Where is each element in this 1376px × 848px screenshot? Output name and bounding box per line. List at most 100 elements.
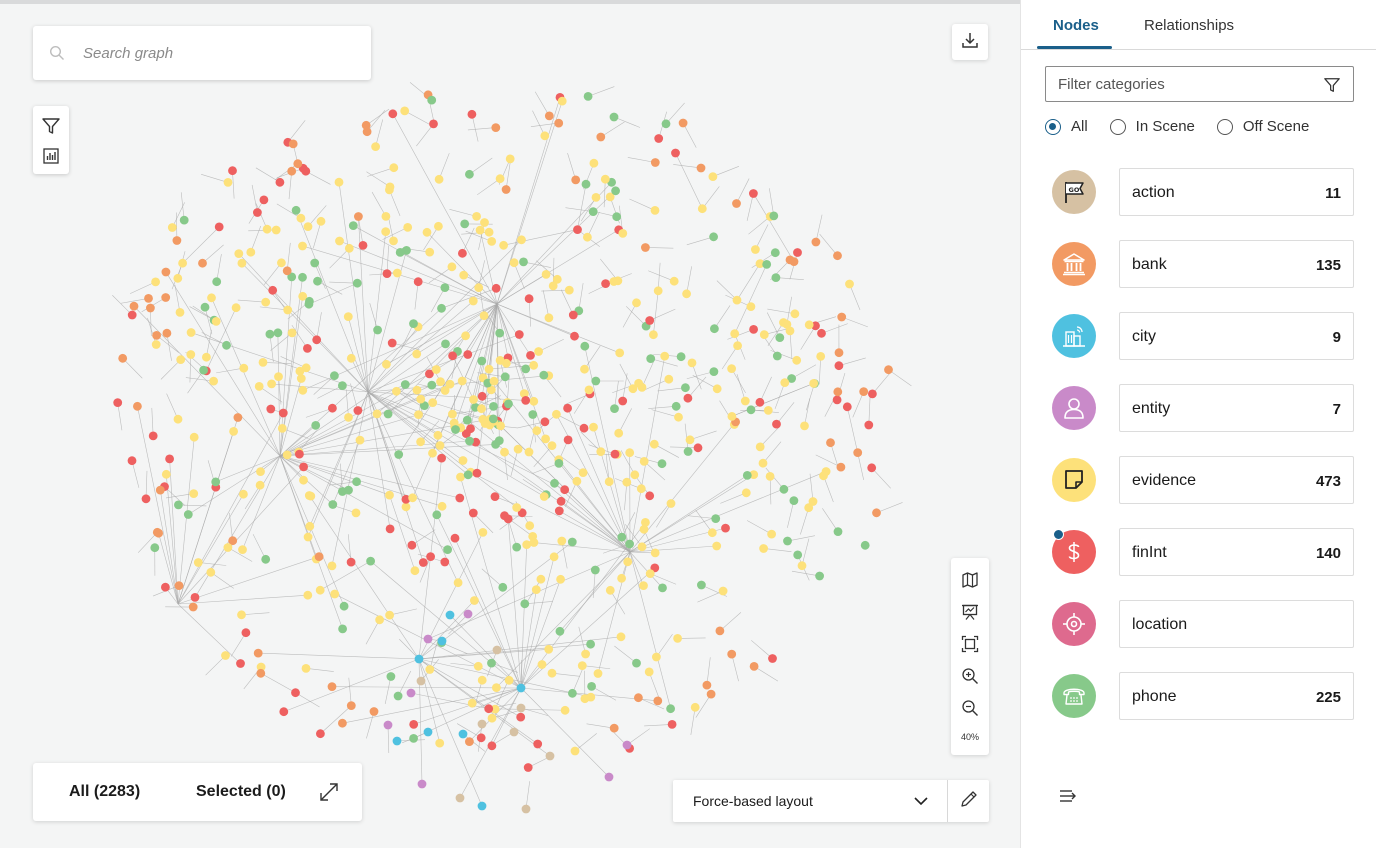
graph-node-evidence[interactable] xyxy=(484,364,494,374)
graph-node-bank[interactable] xyxy=(118,353,128,363)
graph-node-evidence[interactable] xyxy=(178,258,188,268)
graph-node-city[interactable] xyxy=(458,729,468,739)
graph-node-evidence[interactable] xyxy=(256,662,266,672)
graph-node-finInt[interactable] xyxy=(601,279,610,288)
graph-node-evidence[interactable] xyxy=(237,258,247,268)
graph-node-finInt[interactable] xyxy=(579,423,589,433)
graph-node-phone[interactable] xyxy=(400,380,410,389)
graph-node-evidence[interactable] xyxy=(495,174,505,184)
graph-node-evidence[interactable] xyxy=(649,439,659,449)
graph-node-phone[interactable] xyxy=(617,532,627,542)
graph-node-finInt[interactable] xyxy=(458,248,467,258)
graph-node-phone[interactable] xyxy=(769,211,779,221)
graph-node-evidence[interactable] xyxy=(223,178,233,187)
graph-node-evidence[interactable] xyxy=(605,192,615,202)
graph-node-phone[interactable] xyxy=(611,186,620,196)
graph-node-phone[interactable] xyxy=(174,500,183,510)
graph-node-finInt[interactable] xyxy=(463,350,473,359)
graph-node-evidence[interactable] xyxy=(513,444,523,454)
graph-node-evidence[interactable] xyxy=(445,379,455,389)
graph-node-evidence[interactable] xyxy=(505,154,515,164)
graph-node-evidence[interactable] xyxy=(193,558,203,567)
graph-node-evidence[interactable] xyxy=(650,206,660,215)
graph-node-bank[interactable] xyxy=(465,737,474,746)
graph-node-evidence[interactable] xyxy=(808,497,818,506)
graph-node-bank[interactable] xyxy=(152,331,162,340)
graph-node-evidence[interactable] xyxy=(428,448,437,458)
graph-node-evidence[interactable] xyxy=(425,665,435,674)
graph-node-phone[interactable] xyxy=(261,554,271,564)
layout-dropdown[interactable]: Force-based layout xyxy=(673,780,948,822)
graph-node-finInt[interactable] xyxy=(346,557,356,567)
graph-node-evidence[interactable] xyxy=(414,410,423,419)
graph-node-phone[interactable] xyxy=(787,374,796,383)
graph-node-bank[interactable] xyxy=(491,123,501,132)
graph-node-finInt[interactable] xyxy=(768,654,777,663)
graph-node-evidence[interactable] xyxy=(605,585,615,595)
graph-node-evidence[interactable] xyxy=(416,394,426,404)
graph-node-evidence[interactable] xyxy=(845,279,854,289)
graph-node-evidence[interactable] xyxy=(298,385,308,395)
graph-node-phone[interactable] xyxy=(775,333,785,342)
graph-node-phone[interactable] xyxy=(588,207,598,217)
graph-node-phone[interactable] xyxy=(328,500,338,509)
graph-node-evidence[interactable] xyxy=(499,240,508,250)
graph-node-phone[interactable] xyxy=(291,205,301,215)
graph-node-evidence[interactable] xyxy=(346,353,356,363)
radio-all[interactable]: All xyxy=(1045,118,1088,135)
graph-node-finInt[interactable] xyxy=(328,403,337,413)
graph-node-evidence[interactable] xyxy=(255,480,265,490)
graph-node-phone[interactable] xyxy=(554,459,564,468)
graph-node-evidence[interactable] xyxy=(639,457,649,466)
graph-node-evidence[interactable] xyxy=(448,409,457,419)
graph-node-evidence[interactable] xyxy=(189,432,199,442)
graph-node-phone[interactable] xyxy=(590,565,600,575)
graph-node-phone[interactable] xyxy=(609,112,619,122)
graph-node-evidence[interactable] xyxy=(816,352,826,361)
graph-node-finInt[interactable] xyxy=(867,463,877,473)
download-button[interactable] xyxy=(952,24,988,60)
graph-node-phone[interactable] xyxy=(386,672,396,681)
graph-node-bank[interactable] xyxy=(859,387,869,396)
graph-node-finInt[interactable] xyxy=(279,707,289,717)
graph-node-finInt[interactable] xyxy=(721,523,730,533)
graph-node-evidence[interactable] xyxy=(435,738,445,748)
graph-node-finInt[interactable] xyxy=(387,338,397,348)
graph-node-action[interactable] xyxy=(416,676,426,686)
graph-node-entity[interactable] xyxy=(423,634,433,644)
graph-node-finInt[interactable] xyxy=(693,443,703,453)
graph-node-evidence[interactable] xyxy=(271,225,281,235)
graph-node-phone[interactable] xyxy=(409,319,418,328)
graph-node-evidence[interactable] xyxy=(161,469,171,479)
graph-node-bank[interactable] xyxy=(129,301,139,311)
graph-node-evidence[interactable] xyxy=(639,581,648,590)
graph-node-finInt[interactable] xyxy=(312,335,322,345)
graph-node-evidence[interactable] xyxy=(469,395,478,404)
graph-node-phone[interactable] xyxy=(779,484,789,494)
graph-node-bank[interactable] xyxy=(678,118,688,128)
graph-node-bank[interactable] xyxy=(826,438,835,448)
graph-node-phone[interactable] xyxy=(580,341,590,351)
graph-node-evidence[interactable] xyxy=(221,651,230,660)
graph-node-evidence[interactable] xyxy=(730,329,740,339)
graph-node-evidence[interactable] xyxy=(274,372,283,381)
category-box[interactable]: entity 7 xyxy=(1119,384,1354,432)
graph-node-phone[interactable] xyxy=(793,550,803,560)
graph-node-evidence[interactable] xyxy=(186,350,196,359)
graph-node-phone[interactable] xyxy=(587,682,596,691)
graph-node-evidence[interactable] xyxy=(410,566,420,576)
graph-node-evidence[interactable] xyxy=(536,574,546,584)
graph-node-bank[interactable] xyxy=(354,212,363,221)
graph-node-finInt[interactable] xyxy=(253,208,262,217)
graph-node-phone[interactable] xyxy=(625,539,634,549)
graph-node-evidence[interactable] xyxy=(477,404,486,414)
graph-node-evidence[interactable] xyxy=(239,363,249,373)
graph-node-city[interactable] xyxy=(445,610,455,620)
graph-node-evidence[interactable] xyxy=(211,317,221,326)
graph-node-evidence[interactable] xyxy=(618,229,628,238)
graph-node-evidence[interactable] xyxy=(433,430,443,440)
graph-node-evidence[interactable] xyxy=(622,477,632,487)
graph-node-phone[interactable] xyxy=(427,95,437,105)
graph-node-evidence[interactable] xyxy=(434,174,444,184)
graph-node-bank[interactable] xyxy=(501,185,511,194)
